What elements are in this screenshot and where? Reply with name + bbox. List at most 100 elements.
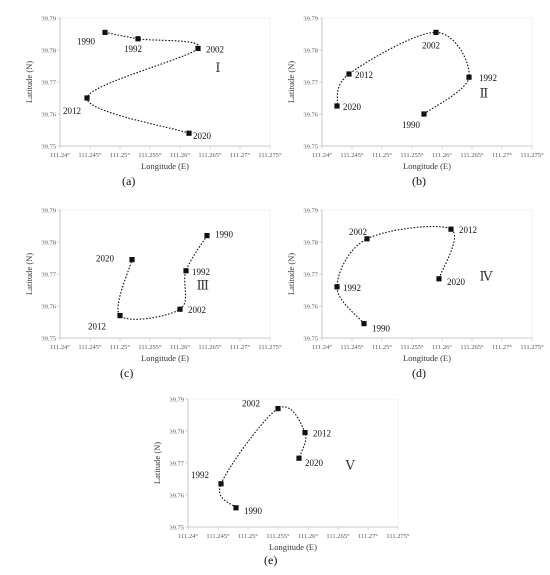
plot-area xyxy=(187,398,399,528)
y-tick-label: 39.78 xyxy=(169,429,184,436)
chart-svg-c: 111.24° 111.245° 111.25° 111.255° 111.26° 111… xyxy=(24,208,282,364)
x-tick-label: 111.275° xyxy=(520,344,544,351)
year-label: 2012 xyxy=(313,429,331,439)
year-label: 1992 xyxy=(191,470,209,480)
year-label: 2020 xyxy=(343,102,362,112)
year-marker xyxy=(218,481,224,487)
year-label: 2012 xyxy=(63,106,81,116)
year-marker xyxy=(334,284,340,290)
year-label: 1992 xyxy=(124,44,142,54)
year-marker xyxy=(135,36,141,42)
chart-panel-a: 111.24° 111.245° 111.25° 111.255° 111.26° 111… xyxy=(20,0,282,190)
x-tick-label: 111.24° xyxy=(312,344,332,351)
year-marker xyxy=(346,71,352,77)
y-tick-label: 39.76 xyxy=(303,304,318,311)
chart-panel-e: 111.24° 111.245° 111.25° 111.255° 111.26° 111… xyxy=(148,381,410,571)
x-tick-label: 111.25° xyxy=(110,344,130,351)
year-marker xyxy=(129,257,135,263)
x-tick-label: 111.275° xyxy=(258,344,282,351)
y-tick-label: 39.77 xyxy=(41,80,56,87)
panel-label-b: (b) xyxy=(412,174,426,188)
year-label: 1990 xyxy=(402,120,421,130)
chart-svg-a: 111.24° 111.245° 111.25° 111.255° 111.26° 111… xyxy=(24,16,282,172)
x-tick-label: 111.255° xyxy=(138,152,162,159)
year-label: 2002 xyxy=(422,40,440,50)
chart-svg-d: 111.24° 111.245° 111.25° 111.255° 111.26° 111… xyxy=(286,208,544,364)
x-tick-label: 111.255° xyxy=(400,344,424,351)
y-tick-label: 39.79 xyxy=(303,16,318,23)
x-tick-label: 111.275° xyxy=(258,152,282,159)
year-marker xyxy=(204,233,210,239)
year-label: 2020 xyxy=(305,458,324,468)
year-marker xyxy=(296,455,302,461)
y-tick-label: 39.78 xyxy=(303,240,318,247)
year-label: 2020 xyxy=(447,277,466,287)
y-tick-label: 39.75 xyxy=(303,144,318,151)
plot-area xyxy=(321,17,533,147)
x-tick-label: 111.26° xyxy=(170,344,190,351)
x-tick-label: 111.27° xyxy=(492,344,512,351)
year-label: 2012 xyxy=(459,225,477,235)
year-label: 2002 xyxy=(242,399,260,409)
x-tick-label: 111.265° xyxy=(460,344,484,351)
year-marker xyxy=(433,29,439,35)
trajectory-line xyxy=(336,225,456,324)
x-tick-label: 111.27° xyxy=(230,152,250,159)
year-marker xyxy=(102,29,108,35)
y-tick-label: 39.77 xyxy=(303,272,318,279)
x-tick-label: 111.245° xyxy=(340,344,364,351)
year-marker xyxy=(334,103,340,109)
year-label: 2012 xyxy=(355,70,373,80)
y-tick-label: 39.79 xyxy=(41,208,56,215)
y-tick-label: 39.77 xyxy=(41,272,56,279)
x-tick-label: 111.265° xyxy=(460,152,484,159)
y-tick-label: 39.75 xyxy=(41,336,56,343)
y-axis-title: Latitude (N) xyxy=(286,253,296,295)
y-tick-label: 39.77 xyxy=(169,461,184,468)
year-label: 2002 xyxy=(206,44,224,54)
x-tick-label: 111.245° xyxy=(78,344,102,351)
zone-label: Ⅰ xyxy=(215,60,220,75)
year-marker xyxy=(364,236,370,242)
zone-label: Ⅳ xyxy=(480,268,494,283)
x-tick-label: 111.24° xyxy=(178,533,198,540)
year-marker xyxy=(183,268,189,274)
x-tick-label: 111.275° xyxy=(386,533,410,540)
x-tick-label: 111.27° xyxy=(358,533,378,540)
y-axis-title: Latitude (N) xyxy=(24,61,34,103)
x-tick-label: 111.24° xyxy=(50,344,70,351)
year-label: 2012 xyxy=(88,322,106,332)
x-tick-label: 111.265° xyxy=(198,152,222,159)
y-tick-label: 39.78 xyxy=(41,48,56,55)
x-axis-title: Longitude (E) xyxy=(269,542,317,552)
y-tick-label: 39.75 xyxy=(41,144,56,151)
x-tick-label: 111.255° xyxy=(138,344,162,351)
panel-label-d: (d) xyxy=(412,366,426,380)
y-tick-label: 39.75 xyxy=(303,336,318,343)
x-tick-label: 111.26° xyxy=(432,152,452,159)
x-tick-label: 111.25° xyxy=(372,152,392,159)
year-marker xyxy=(84,95,90,101)
x-tick-label: 111.255° xyxy=(400,152,424,159)
plot-area xyxy=(59,209,271,339)
x-tick-label: 111.26° xyxy=(432,344,452,351)
y-tick-label: 39.79 xyxy=(303,208,318,215)
year-label: 1990 xyxy=(372,324,391,334)
y-tick-label: 39.78 xyxy=(41,240,56,247)
panel-label-c: (c) xyxy=(120,366,134,380)
x-tick-label: 111.27° xyxy=(230,344,250,351)
x-tick-label: 111.26° xyxy=(298,533,318,540)
year-label: 1990 xyxy=(77,36,96,46)
year-label: 2020 xyxy=(96,254,115,264)
x-tick-label: 111.265° xyxy=(326,533,350,540)
year-marker xyxy=(421,111,427,117)
year-marker xyxy=(186,130,192,136)
year-marker xyxy=(436,276,442,282)
x-tick-label: 111.25° xyxy=(110,152,130,159)
panel-label-a: (a) xyxy=(122,174,136,188)
x-tick-label: 111.24° xyxy=(50,152,70,159)
year-marker xyxy=(275,406,281,412)
x-axis-title: Longitude (E) xyxy=(141,161,189,171)
year-marker xyxy=(177,306,183,312)
y-tick-label: 39.79 xyxy=(169,397,184,404)
